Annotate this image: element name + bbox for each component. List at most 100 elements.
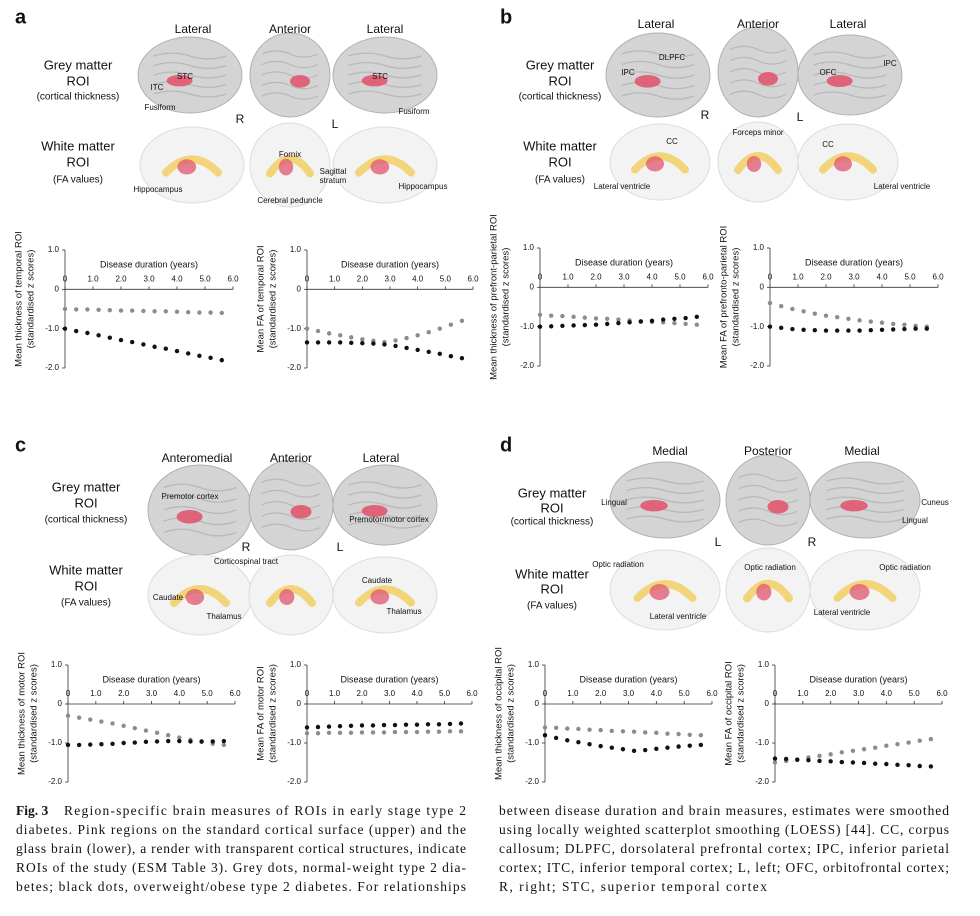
data-dot xyxy=(370,723,376,728)
data-dot xyxy=(828,759,833,764)
x-tick-label: 2.0 xyxy=(595,689,607,698)
data-dot xyxy=(565,738,570,743)
data-dot xyxy=(560,323,565,329)
data-dot xyxy=(861,760,867,766)
data-dot xyxy=(891,327,896,332)
side-label: R xyxy=(242,540,251,554)
view-label: Lateral xyxy=(638,17,675,31)
y-tick-label: 1.0 xyxy=(528,660,540,669)
sulcus xyxy=(261,92,319,100)
x-tick-label: 5.0 xyxy=(679,689,691,698)
white-roi-label: (FA values) xyxy=(53,175,103,186)
white-roi-label: White matter xyxy=(515,566,589,581)
y-axis-title: Mean thickness of occipital ROI xyxy=(494,647,505,780)
x-tick-label: 2.0 xyxy=(357,274,369,283)
y-tick-label: 0 xyxy=(55,284,60,293)
region-label: CC xyxy=(822,140,834,149)
region-label: Fusiform xyxy=(398,107,429,116)
y-tick-label: -2.0 xyxy=(45,363,59,372)
sulcus xyxy=(348,90,422,98)
grey-roi-label: Grey matter xyxy=(526,57,595,72)
sulcus xyxy=(738,473,798,482)
y-tick-label: -1.0 xyxy=(48,738,62,747)
white-matter-tract xyxy=(355,155,415,177)
x-tick-label: 6.0 xyxy=(702,272,714,281)
data-dot xyxy=(221,742,227,748)
white-matter-tract xyxy=(266,154,314,178)
data-dot xyxy=(593,322,599,327)
data-dot xyxy=(186,351,191,356)
data-dot xyxy=(348,723,354,729)
data-dot xyxy=(404,345,409,351)
data-dot xyxy=(598,727,603,733)
caption-line: diabetes. Pink regions on the standard c… xyxy=(16,822,466,837)
roi-region xyxy=(746,156,762,172)
caption-line: using locally weighted scatterplot smoot… xyxy=(499,822,949,837)
region-label: Lingual xyxy=(601,498,627,507)
data-dot xyxy=(620,729,626,734)
data-dot xyxy=(823,313,829,318)
data-dot xyxy=(879,320,885,325)
sulcus xyxy=(348,511,422,519)
region-label: Lateral ventricle xyxy=(594,182,651,191)
x-tick-label: 4.0 xyxy=(411,689,423,698)
region-label: Cuneus xyxy=(921,498,949,507)
white-matter-tract xyxy=(162,155,222,177)
region-label: OFC xyxy=(820,68,837,77)
data-dot xyxy=(326,730,332,736)
data-dot xyxy=(393,338,398,343)
data-dot xyxy=(304,725,310,730)
data-dot xyxy=(850,748,856,753)
data-dot xyxy=(839,750,844,755)
data-dot xyxy=(415,347,420,353)
data-dot xyxy=(891,321,896,327)
data-dot xyxy=(359,730,365,735)
y-axis-title: (standardised z scores) xyxy=(506,664,517,763)
caption-line: Region-specific brain measures of ROIs i… xyxy=(64,803,466,818)
x-tick-label: 6.0 xyxy=(227,274,239,283)
x-tick-label: 0 xyxy=(305,689,310,698)
region-label: DLPFC xyxy=(659,53,685,62)
data-dot xyxy=(767,324,773,329)
data-dot xyxy=(188,739,193,744)
x-tick-label: 5.0 xyxy=(439,689,451,698)
y-tick-label: 0 xyxy=(535,699,540,708)
white-matter-tract xyxy=(734,152,782,174)
roi-region xyxy=(278,158,294,176)
x-tick-label: 1.0 xyxy=(792,272,804,281)
roi-region xyxy=(756,583,772,601)
sulcus xyxy=(738,518,798,527)
data-dot xyxy=(835,328,840,333)
data-dot xyxy=(174,348,180,354)
panel-letter: a xyxy=(15,6,27,28)
data-dot xyxy=(560,313,565,319)
region-label: IPC xyxy=(883,59,897,68)
data-dot xyxy=(74,307,79,312)
roi-region xyxy=(290,505,312,519)
roi-region xyxy=(634,75,661,88)
data-dot xyxy=(861,747,867,752)
sulcus xyxy=(738,484,798,493)
sulcus xyxy=(348,71,422,79)
sulcus xyxy=(729,90,787,99)
x-axis-title: Disease duration (years) xyxy=(102,674,200,684)
data-dot xyxy=(850,760,856,765)
data-dot xyxy=(649,318,655,323)
data-dot xyxy=(371,341,376,346)
data-dot xyxy=(549,313,554,318)
white-matter-tract xyxy=(355,585,415,607)
x-axis-title: Disease duration (years) xyxy=(100,260,198,270)
x-tick-label: 4.0 xyxy=(876,272,888,281)
sulcus xyxy=(729,45,787,54)
x-tick-label: 5.0 xyxy=(904,272,916,281)
roi-region xyxy=(176,510,203,524)
roi-region xyxy=(177,159,197,175)
data-dot xyxy=(219,357,224,363)
data-dot xyxy=(665,745,670,750)
y-tick-label: 1.0 xyxy=(51,660,63,669)
data-dot xyxy=(458,721,464,726)
data-dot xyxy=(65,742,71,748)
data-dot xyxy=(458,729,464,734)
data-dot xyxy=(790,326,795,332)
sulcus xyxy=(621,60,695,69)
